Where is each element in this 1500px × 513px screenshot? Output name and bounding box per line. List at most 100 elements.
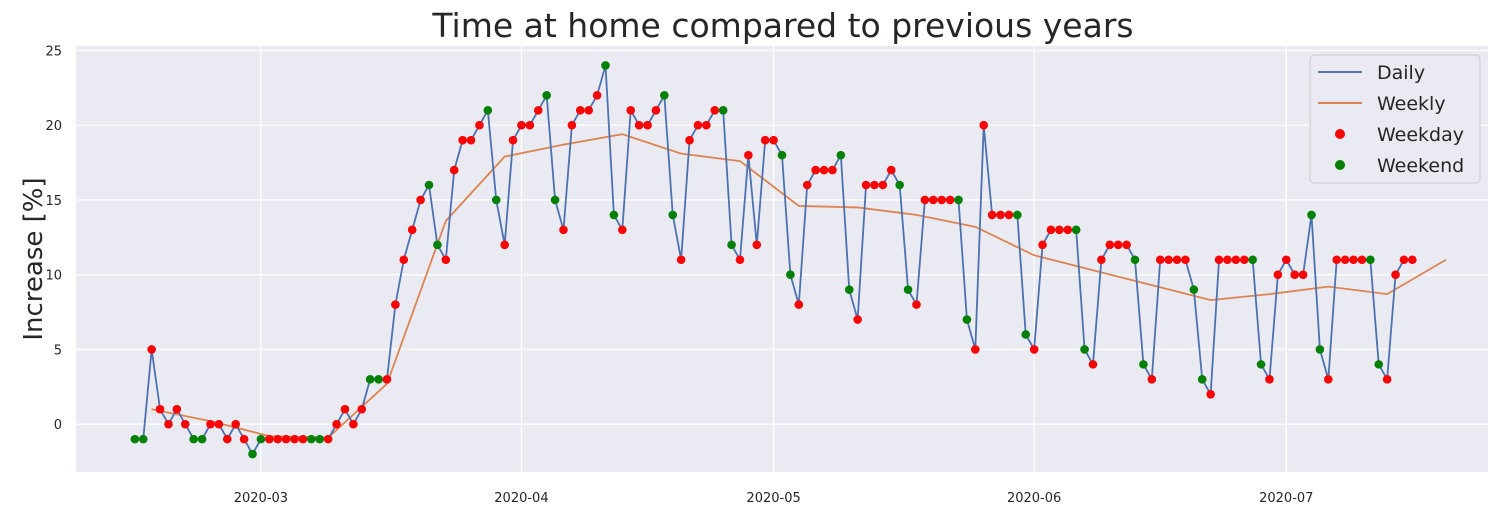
weekend-point (1013, 210, 1022, 220)
weekend-point (962, 315, 972, 324)
weekday-point (332, 419, 341, 429)
weekend-point (836, 150, 846, 160)
weekday-point (290, 434, 299, 444)
weekday-point (475, 120, 484, 130)
weekend-point (374, 375, 383, 384)
weekday-point (1265, 375, 1274, 384)
weekday-point (1029, 345, 1039, 354)
x-tick-label: 2020-07 (1259, 491, 1313, 506)
weekday-point (172, 404, 182, 414)
legend-weekend-swatch (1335, 160, 1345, 170)
weekday-point (819, 165, 829, 175)
legend-daily-label: Daily (1377, 62, 1425, 84)
weekday-point (811, 165, 820, 175)
weekday-point (802, 180, 812, 190)
weekday-point (996, 210, 1005, 220)
weekday-point (298, 434, 308, 444)
weekend-point (365, 375, 375, 384)
weekday-point (399, 255, 409, 265)
weekday-point (878, 180, 888, 190)
weekend-point (1080, 345, 1089, 354)
weekday-point (1122, 240, 1131, 250)
weekday-point (391, 300, 400, 309)
weekday-point (626, 105, 636, 115)
weekday-point (676, 255, 686, 265)
weekday-point (760, 135, 770, 145)
weekly-line (151, 133, 1447, 439)
weekday-point (206, 419, 215, 429)
x-tick-label: 2020-05 (746, 491, 800, 506)
weekend-point (844, 285, 854, 294)
weekend-point (668, 210, 678, 220)
y-tick-label: 10 (45, 269, 62, 284)
weekend-point (609, 210, 619, 220)
weekday-point (1391, 270, 1400, 279)
weekday-point (1206, 389, 1215, 399)
weekend-point (1197, 375, 1207, 384)
legend-weekend-label: Weekend (1377, 155, 1464, 177)
weekday-point (222, 434, 232, 444)
weekend-point (1139, 360, 1148, 369)
weekday-point (1239, 255, 1249, 265)
weekend-point (433, 240, 442, 250)
weekday-point (1164, 255, 1173, 265)
weekday-point (853, 315, 862, 324)
weekday-point (416, 195, 425, 205)
weekday-point (517, 120, 526, 130)
weekday-point (559, 225, 568, 235)
weekday-point (458, 135, 467, 145)
y-axis-label: Increase [%] (19, 177, 49, 340)
weekday-point (634, 120, 644, 130)
weekday-point (735, 255, 745, 265)
weekday-point (407, 225, 417, 235)
weekend-point (138, 434, 148, 444)
x-tick-label: 2020-04 (494, 491, 548, 506)
weekend-point (601, 61, 610, 70)
weekday-point (340, 404, 350, 414)
weekday-point (1172, 255, 1182, 265)
weekend-point (727, 240, 736, 250)
weekday-point (643, 120, 652, 130)
weekday-point (592, 91, 602, 100)
weekend-point (1071, 225, 1081, 235)
weekend-point (248, 449, 257, 459)
weekday-point (752, 240, 762, 250)
weekend-point (130, 434, 140, 444)
weekday-point (273, 434, 283, 444)
weekday-point (382, 375, 392, 384)
weekday-point (508, 135, 518, 145)
weekday-point (920, 195, 930, 205)
weekday-point (441, 255, 451, 265)
weekday-point (584, 105, 593, 115)
weekend-point (1307, 210, 1316, 220)
chart-title: Time at home compared to previous years (431, 6, 1133, 45)
weekday-point (618, 225, 627, 235)
weekday-point (1181, 255, 1190, 265)
weekend-point (660, 91, 669, 100)
weekend-point (1130, 255, 1140, 265)
weekend-point (718, 105, 728, 115)
weekend-point (491, 195, 501, 205)
weekday-point (466, 135, 476, 145)
weekday-point (155, 404, 165, 414)
weekday-point (1340, 255, 1350, 265)
weekday-point (575, 105, 585, 115)
y-tick-label: 15 (45, 194, 62, 209)
weekday-point (693, 120, 703, 130)
weekday-point (794, 300, 804, 309)
weekday-point (1055, 225, 1064, 235)
weekday-point (1105, 240, 1115, 250)
weekend-point (1256, 360, 1266, 369)
legend-frame (1309, 54, 1481, 184)
weekend-point (903, 285, 913, 294)
weekday-point (1097, 255, 1106, 265)
y-tick-label: 20 (45, 119, 62, 134)
weekday-point (1357, 255, 1367, 265)
weekday-point (281, 434, 291, 444)
weekday-point (164, 419, 173, 429)
weekend-point (777, 150, 787, 160)
weekday-point (1147, 375, 1157, 384)
weekday-point (1332, 255, 1342, 265)
weekend-point (256, 434, 266, 444)
